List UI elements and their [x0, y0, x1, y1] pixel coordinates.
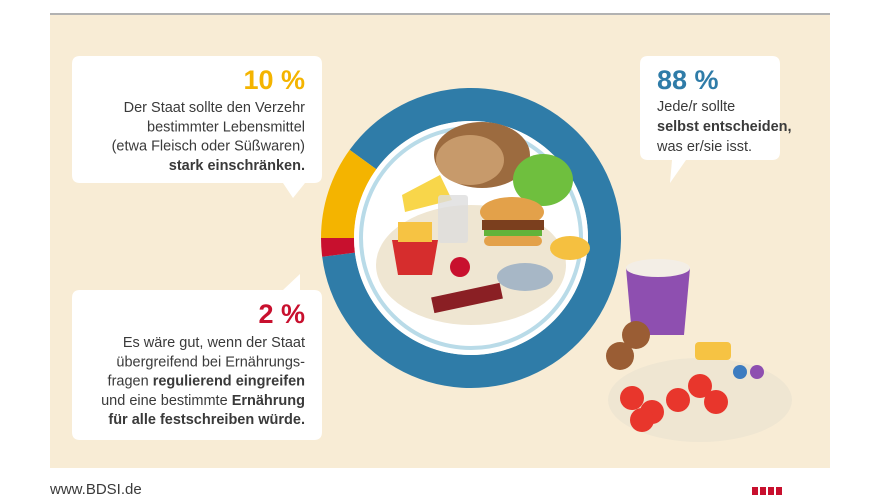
callout-text: was er/sie isst. [656, 139, 752, 155]
smoothie [626, 268, 690, 335]
callout-bubble [640, 56, 780, 183]
callout-line: Der Staat sollte den Verzehr [124, 100, 306, 116]
tomato [620, 386, 644, 410]
burger-bottom [484, 236, 542, 246]
fish [497, 263, 553, 291]
lettuce [513, 154, 573, 206]
logo-block [760, 487, 766, 495]
bread-cut [436, 135, 504, 185]
callout-percent: 88 % [657, 65, 719, 95]
callout-line: selbst entscheiden, [657, 119, 792, 135]
callout-text: selbst entscheiden, [657, 119, 792, 135]
burger-bun [480, 197, 544, 227]
callout-line: was er/sie isst. [656, 139, 752, 155]
candy [733, 365, 747, 379]
callout-line: und eine bestimmte Ernährung [101, 393, 305, 409]
logo-block [752, 487, 758, 495]
burger-patty [482, 220, 544, 230]
callout-line: (etwa Fleisch oder Süßwaren) [112, 138, 305, 154]
callout-text: (etwa Fleisch oder Süßwaren) [112, 138, 305, 154]
candy [750, 365, 764, 379]
callout-line: übergreifend bei Ernährungs- [116, 354, 305, 370]
footer-url: www.BDSI.de [49, 481, 142, 495]
smoothie-top [626, 259, 690, 277]
fries [398, 222, 432, 242]
callout-text: fragen [108, 373, 153, 389]
snacks [606, 259, 792, 442]
candy [695, 342, 731, 360]
chocolate [431, 282, 503, 314]
radish [450, 257, 470, 277]
callout-text: bestimmter Lebensmittel [147, 119, 305, 135]
tomato [666, 388, 690, 412]
callout-text: Der Staat sollte den Verzehr [124, 100, 306, 116]
callout-text: für alle festschreiben würde. [108, 412, 305, 428]
callout-line: bestimmter Lebensmittel [147, 119, 305, 135]
chips [550, 236, 590, 260]
callout-text: und eine bestimmte [101, 393, 232, 409]
tomato [688, 374, 712, 398]
callout-text: Jede/r sollte [657, 99, 735, 115]
fries-box [392, 240, 438, 275]
callout-text: stark einschränken. [169, 158, 305, 174]
logo [752, 487, 782, 495]
plate [354, 121, 590, 355]
tomato [704, 390, 728, 414]
callout-line: Jede/r sollte [657, 99, 735, 115]
logo-block [768, 487, 774, 495]
cookie [606, 342, 634, 370]
callout-percent: 2 % [258, 299, 305, 329]
callout-text: Ernährung [232, 393, 305, 409]
callout-line: fragen regulierend eingreifen [108, 373, 305, 389]
callout-bubble [72, 56, 322, 198]
callout-text: übergreifend bei Ernährungs- [116, 354, 305, 370]
callout-line: stark einschränken. [169, 158, 305, 174]
callout-text: Es wäre gut, wenn der Staat [123, 335, 305, 351]
callout-percent: 10 % [243, 65, 305, 95]
callout-text: regulierend eingreifen [153, 373, 305, 389]
tomato [630, 408, 654, 432]
callouts [72, 56, 780, 440]
cookie [622, 321, 650, 349]
donut-segment [321, 238, 355, 257]
callout-line: für alle festschreiben würde. [108, 412, 305, 428]
donut-segment [321, 149, 377, 238]
burger-lettuce [484, 230, 542, 236]
logo-block [776, 487, 782, 495]
callout-line: Es wäre gut, wenn der Staat [123, 335, 305, 351]
callout-bubble [72, 274, 322, 440]
glass [438, 195, 468, 243]
